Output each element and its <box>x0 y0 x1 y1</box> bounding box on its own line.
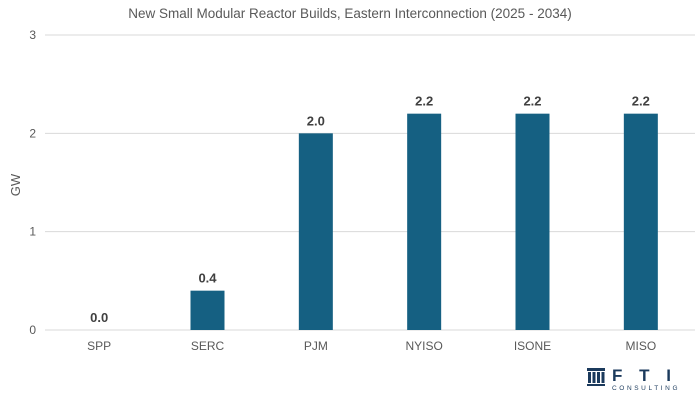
bar-miso <box>623 113 658 331</box>
x-category-serc: SERC <box>191 339 225 353</box>
bar-isone <box>515 113 550 331</box>
x-axis-categories: SPP SERC PJM NYISO ISONE MISO <box>87 339 656 353</box>
x-category-miso: MISO <box>625 339 656 353</box>
bar-pjm <box>298 133 333 330</box>
data-label-pjm: 2.0 <box>307 113 325 128</box>
y-tick-label: 1 <box>29 225 36 239</box>
x-category-pjm: PJM <box>304 339 328 353</box>
x-category-nyiso: NYISO <box>405 339 442 353</box>
data-label-isone: 2.2 <box>523 94 541 109</box>
fti-logo: F T I CONSULTING <box>587 366 680 392</box>
y-tick-label: 2 <box>29 126 36 140</box>
gridlines <box>45 34 695 331</box>
y-axis-ticks: 0 1 2 3 <box>29 28 36 337</box>
bar-nyiso <box>407 113 442 331</box>
y-tick-label: 0 <box>29 323 36 337</box>
bars <box>190 113 658 331</box>
data-labels: 0.0 0.4 2.0 2.2 2.2 2.2 <box>90 94 650 325</box>
data-label-miso: 2.2 <box>632 94 650 109</box>
x-category-isone: ISONE <box>514 339 551 353</box>
bar-serc <box>190 290 225 330</box>
y-axis-label: GW <box>8 173 23 196</box>
data-label-spp: 0.0 <box>90 310 108 325</box>
fti-columns-icon <box>587 368 605 386</box>
data-label-serc: 0.4 <box>198 271 217 286</box>
chart-title: New Small Modular Reactor Builds, Easter… <box>128 6 571 21</box>
data-label-nyiso: 2.2 <box>415 94 433 109</box>
y-tick-label: 3 <box>29 28 36 42</box>
logo-brand: F T I <box>612 366 677 385</box>
logo-tagline: CONSULTING <box>612 385 680 392</box>
x-category-spp: SPP <box>87 339 111 353</box>
